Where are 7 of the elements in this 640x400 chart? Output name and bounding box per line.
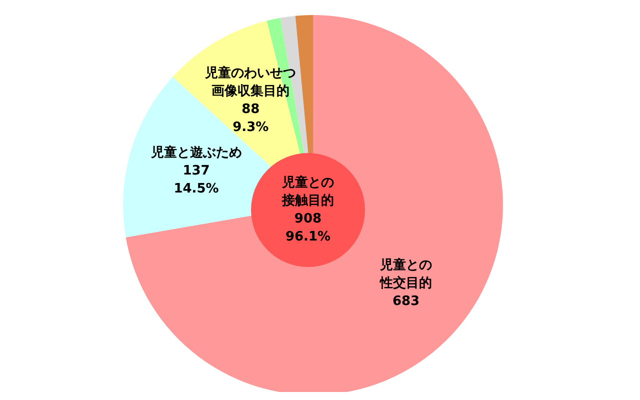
slice-label: 児童との性交目的 <box>379 256 432 291</box>
data-label: 137 14.5% <box>174 163 219 196</box>
slice-label: 児童のわいせつ画像収集目的 <box>204 65 296 100</box>
slice-label: 児童と遊ぶため <box>150 144 242 160</box>
data-label: 88 9.3% <box>232 102 269 136</box>
text: 児童との接触目的 908 96.1% <box>281 174 334 244</box>
data-label: 683 <box>392 294 420 309</box>
